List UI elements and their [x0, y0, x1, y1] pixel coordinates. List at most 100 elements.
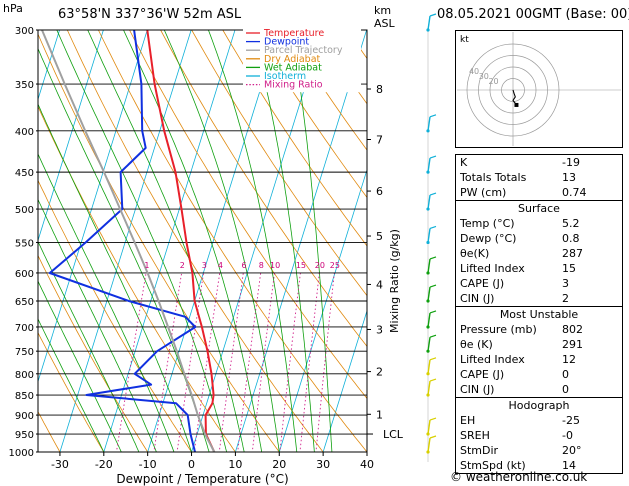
- dry-adiabat-line: [38, 254, 149, 452]
- copyright-footer[interactable]: © weatheronline.co.uk: [450, 470, 588, 484]
- sreh-row: SREH -0: [456, 428, 622, 443]
- wind-barb: [427, 158, 431, 173]
- wind-barb-dot: [426, 129, 430, 133]
- legend-background: [243, 29, 361, 93]
- wind-barb-flag: [429, 284, 437, 288]
- temperature-tick-label: 40: [360, 458, 374, 471]
- wind-barb-dot: [426, 349, 430, 353]
- x-axis-title: Dewpoint / Temperature (°C): [116, 472, 288, 486]
- isotherm-line: [103, 30, 236, 452]
- plot-frame: [37, 29, 368, 453]
- stability-indices: K -19 Totals Totals 13 PW (cm) 0.74 Surface…: [455, 154, 623, 474]
- hodograph-params-title: Hodograph: [508, 399, 570, 412]
- dry-adiabat-line: [191, 30, 367, 297]
- wind-barb-flag: [429, 310, 437, 314]
- wind-barb: [427, 419, 431, 435]
- mixing-ratio-label: 10: [270, 261, 280, 270]
- mu-cape-label: CAPE (J): [460, 368, 505, 381]
- pressure-tick-label: 700: [15, 323, 34, 334]
- wind-barb-dot: [426, 28, 430, 32]
- wind-barb: [427, 380, 431, 396]
- temperature-tick-label: 20: [272, 458, 286, 471]
- mu-cin-label: CIN (J): [460, 383, 495, 396]
- mixing-ratio-label: 25: [330, 261, 340, 270]
- mixing-ratio-line: [279, 272, 301, 452]
- eh-value: -25: [562, 414, 580, 427]
- stmdir-value: 20°: [562, 444, 582, 457]
- wind-barb-flag: [429, 13, 437, 17]
- temperature-tick-label: -30: [51, 458, 69, 471]
- sreh-label: SREH: [460, 429, 490, 442]
- surface-temp-label: Temp (°C): [460, 217, 515, 230]
- eh-label: EH: [460, 414, 476, 427]
- pressure-tick-label: 950: [15, 430, 34, 441]
- km-tick-label: 3: [376, 323, 383, 336]
- stmspd-row: StmSpd (kt) 14: [456, 458, 622, 473]
- stmspd-value: 14: [562, 459, 576, 472]
- dewpoint-profile: [48, 30, 197, 452]
- sreh-value: -0: [562, 429, 573, 442]
- totals-label: Totals Totals: [460, 171, 527, 184]
- wet-adiabat-line: [163, 30, 280, 452]
- wind-barb-dot: [426, 450, 430, 454]
- pressure-tick-label: 550: [15, 238, 34, 249]
- mixing-ratio-line: [218, 272, 244, 452]
- wind-barb: [427, 359, 431, 374]
- pressure-tick-label: 500: [15, 205, 34, 216]
- hodograph-ring-label: 20: [488, 77, 498, 86]
- mu-li-value: 12: [562, 353, 576, 366]
- mu-theta-label: θe (K): [460, 338, 493, 351]
- legend-label: Wet Adiabat: [264, 62, 322, 73]
- mixing-ratio-line: [193, 272, 221, 452]
- isotherm-line: [59, 30, 192, 452]
- pressure-tick-label: 800: [15, 370, 34, 381]
- surface-cin-row: CIN (J) 2: [456, 291, 622, 306]
- wind-barb: [427, 15, 431, 31]
- wind-barb-flag: [429, 192, 437, 196]
- dry-adiabat-line: [38, 331, 105, 452]
- hpa-label: hPa: [3, 2, 23, 15]
- wind-barb-flag: [429, 114, 437, 118]
- wind-barb-flag: [429, 417, 437, 421]
- surface-cin-label: CIN (J): [460, 292, 495, 305]
- pressure-tick-label: 300: [15, 26, 34, 37]
- wind-barb: [427, 258, 431, 274]
- dry-adiabat-line: [66, 30, 324, 452]
- mu-cin-value: 0: [562, 383, 569, 396]
- wind-barb-dot: [426, 432, 430, 436]
- km-tick-label: 1: [376, 408, 383, 421]
- wind-barb-flag: [429, 256, 437, 260]
- wind-barb-dot: [426, 372, 430, 376]
- stmdir-label: StmDir: [460, 444, 499, 457]
- hodograph-storm-marker: [514, 102, 519, 107]
- temperature-tick-label: 30: [316, 458, 330, 471]
- mixing-ratio-label: 1: [144, 261, 149, 270]
- pressure-tick-label: 600: [15, 269, 34, 280]
- surface-theta-label: θe(K): [460, 247, 490, 260]
- km-tick-label: 5: [376, 230, 383, 243]
- legend-label: Mixing Ratio: [264, 80, 323, 91]
- isotherm-line: [278, 168, 367, 452]
- mu-pressure-row: Pressure (mb) 802: [456, 322, 622, 337]
- pressure-tick-label: 650: [15, 297, 34, 308]
- legend-label: Dewpoint: [264, 37, 309, 48]
- wind-barb-flag: [429, 378, 437, 382]
- wind-barb-dot: [426, 299, 430, 303]
- mixing-ratio-line: [237, 272, 262, 452]
- km-label: km: [374, 4, 392, 17]
- wet-adiabat-line: [38, 198, 157, 452]
- mu-cape-value: 0: [562, 368, 569, 381]
- surface-temp-value: 5.2: [562, 217, 580, 230]
- wind-barb-dot: [426, 170, 430, 174]
- pressure-tick-label: 750: [15, 347, 34, 358]
- wet-adiabat-line: [38, 318, 105, 452]
- mixing-ratio-line: [251, 272, 275, 452]
- wet-adiabat-line: [38, 240, 140, 452]
- temperature-tick-label: 0: [188, 458, 195, 471]
- mixing-ratio-label: 15: [296, 261, 306, 270]
- mu-cin-row: CIN (J) 0: [456, 382, 622, 397]
- dry-adiabat-line: [160, 30, 367, 348]
- isotherm-line: [38, 30, 104, 242]
- wind-barb: [427, 194, 431, 210]
